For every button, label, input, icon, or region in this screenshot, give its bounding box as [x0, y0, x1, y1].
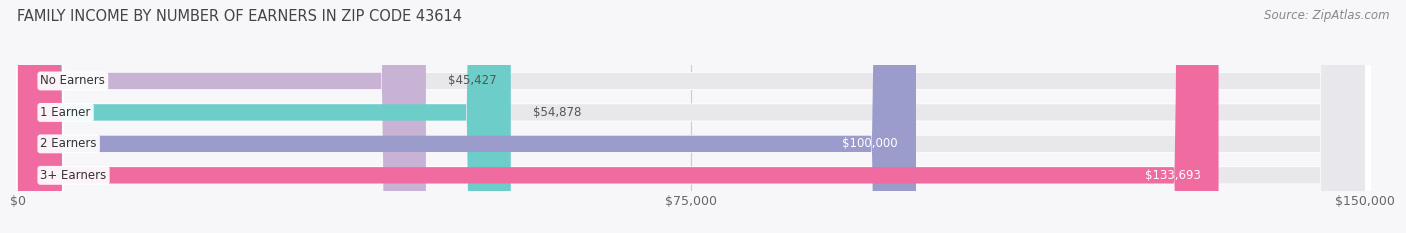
Text: $54,878: $54,878 — [533, 106, 582, 119]
Text: 1 Earner: 1 Earner — [41, 106, 91, 119]
Text: 2 Earners: 2 Earners — [41, 137, 97, 150]
Text: $45,427: $45,427 — [449, 75, 496, 87]
FancyBboxPatch shape — [15, 0, 1371, 233]
FancyBboxPatch shape — [18, 0, 1365, 233]
Text: No Earners: No Earners — [41, 75, 105, 87]
FancyBboxPatch shape — [15, 0, 1371, 233]
FancyBboxPatch shape — [15, 0, 1371, 233]
Text: $133,693: $133,693 — [1144, 169, 1201, 182]
Text: FAMILY INCOME BY NUMBER OF EARNERS IN ZIP CODE 43614: FAMILY INCOME BY NUMBER OF EARNERS IN ZI… — [17, 9, 463, 24]
Text: 3+ Earners: 3+ Earners — [41, 169, 107, 182]
FancyBboxPatch shape — [18, 0, 510, 233]
FancyBboxPatch shape — [18, 0, 426, 233]
FancyBboxPatch shape — [18, 0, 1365, 233]
Text: $100,000: $100,000 — [842, 137, 898, 150]
FancyBboxPatch shape — [18, 0, 1365, 233]
FancyBboxPatch shape — [18, 0, 915, 233]
FancyBboxPatch shape — [18, 0, 1365, 233]
FancyBboxPatch shape — [18, 0, 1219, 233]
Text: Source: ZipAtlas.com: Source: ZipAtlas.com — [1264, 9, 1389, 22]
FancyBboxPatch shape — [15, 0, 1371, 233]
